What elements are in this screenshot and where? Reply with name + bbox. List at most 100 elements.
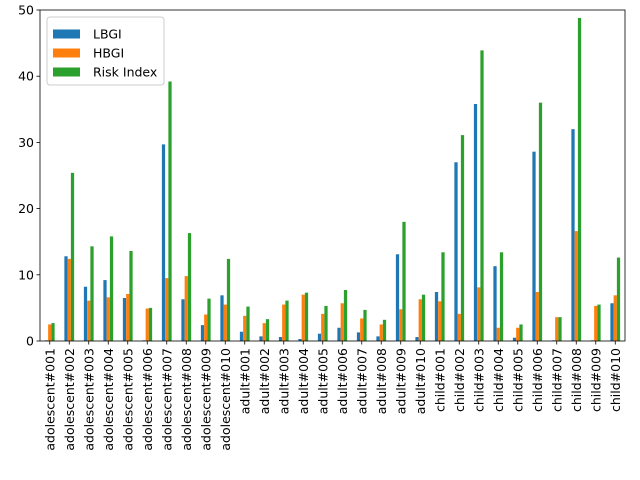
bar-risk-index-1 (51, 323, 55, 341)
bar-risk-index-14 (304, 292, 309, 341)
bar-hbgi-24 (496, 327, 500, 341)
x-tick-label: adult#003 (276, 348, 291, 414)
y-tick-label: 30 (18, 135, 34, 150)
y-tick-label: 10 (18, 267, 34, 282)
plot-frame (39, 9, 626, 342)
bar-lbgi-13 (278, 337, 283, 341)
bar-risk-index-16 (343, 290, 348, 341)
x-tick-label: adolescent#005 (120, 348, 135, 451)
x-tick-label: adult#004 (296, 348, 311, 414)
x-tick-label: adult#008 (374, 348, 389, 414)
x-tick-label: child#008 (569, 348, 584, 412)
legend: LBGI HBGI Risk Index (46, 16, 165, 86)
bar-lbgi-24 (493, 266, 497, 341)
bar-hbgi-16 (340, 303, 344, 341)
bar-lbgi-18 (376, 336, 380, 341)
legend-label-lbgi: LBGI (93, 27, 122, 42)
bar-risk-index-7 (168, 81, 172, 341)
bar-risk-index-19 (402, 221, 406, 341)
bar-lbgi-30 (610, 303, 614, 341)
y-tick-label: 20 (18, 201, 34, 216)
legend-swatch-hbgi (53, 48, 80, 58)
x-tick-label: adult#009 (393, 348, 408, 414)
bar-risk-index-8 (187, 233, 192, 341)
bar-risk-index-3 (90, 246, 94, 341)
bar-hbgi-1 (48, 324, 52, 341)
y-tick-label: 0 (26, 334, 34, 349)
x-tick-label: adult#005 (315, 348, 330, 414)
bar-lbgi-22 (454, 162, 458, 341)
bar-risk-index-6 (148, 307, 153, 341)
x-tick-label: child#010 (608, 348, 623, 412)
y-tick-label: 40 (18, 69, 34, 84)
bar-lbgi-3 (83, 286, 88, 341)
bar-lbgi-26 (532, 151, 536, 341)
bar-hbgi-30 (613, 295, 617, 341)
bar-risk-index-20 (421, 294, 426, 341)
x-tick-label: adolescent#003 (81, 348, 96, 451)
bar-lbgi-2 (64, 256, 68, 341)
bar-risk-index-22 (460, 135, 465, 341)
bar-lbgi-11 (239, 331, 244, 341)
bar-lbgi-12 (259, 336, 263, 341)
y-tick-label: 50 (18, 3, 34, 18)
bar-hbgi-15 (321, 313, 325, 341)
bar-hbgi-5 (126, 294, 130, 341)
bar-hbgi-14 (301, 294, 305, 341)
bar-lbgi-19 (395, 254, 400, 341)
bar-lbgi-28 (571, 129, 575, 341)
x-tick-label: child#005 (510, 348, 525, 412)
bar-hbgi-22 (457, 313, 461, 341)
bar-risk-index-23 (480, 50, 484, 341)
bar-hbgi-8 (184, 276, 188, 341)
x-tick-label: adolescent#001 (42, 348, 57, 451)
x-tick-label: child#004 (491, 348, 506, 412)
bar-hbgi-26 (535, 292, 539, 341)
bar-hbgi-20 (418, 299, 422, 341)
bar-lbgi-25 (512, 337, 517, 341)
bar-hbgi-21 (438, 301, 442, 341)
bar-hbgi-2 (67, 258, 71, 341)
bar-risk-index-30 (616, 257, 621, 341)
bar-lbgi-10 (220, 295, 224, 341)
bar-risk-index-2 (70, 172, 75, 341)
bar-hbgi-11 (243, 315, 247, 341)
x-tick-label: adult#001 (237, 348, 252, 414)
bar-risk-index-29 (597, 304, 601, 341)
x-tick-label: adolescent#010 (218, 348, 233, 451)
bar-risk-index-27 (558, 317, 562, 341)
x-tick-label: adolescent#008 (179, 348, 194, 451)
bar-lbgi-20 (415, 337, 419, 341)
legend-label-risk-index: Risk Index (93, 65, 157, 80)
bar-lbgi-4 (103, 280, 107, 341)
x-tick-label: child#002 (452, 348, 467, 412)
bar-risk-index-25 (519, 324, 523, 341)
bar-lbgi-15 (317, 333, 322, 341)
bar-risk-index-4 (109, 236, 114, 341)
bar-lbgi-16 (337, 327, 341, 341)
bar-hbgi-29 (594, 305, 598, 341)
bar-risk-index-17 (363, 309, 367, 341)
bar-risk-index-5 (129, 250, 133, 341)
legend-swatch-risk-index (53, 67, 80, 77)
bar-hbgi-12 (262, 323, 266, 341)
bars-group (44, 17, 621, 342)
x-tick-label: adolescent#004 (101, 348, 116, 451)
bar-hbgi-23 (477, 287, 481, 341)
bar-hbgi-19 (399, 309, 403, 341)
bar-hbgi-13 (282, 304, 286, 341)
bar-hbgi-9 (204, 314, 208, 341)
bar-lbgi-14 (298, 339, 302, 341)
bar-hbgi-18 (379, 324, 383, 341)
x-tick-label: child#003 (471, 348, 486, 412)
bar-hbgi-3 (87, 300, 91, 341)
bar-hbgi-6 (145, 308, 149, 341)
bar-risk-index-26 (538, 102, 543, 342)
bar-risk-index-11 (246, 306, 250, 341)
bar-risk-index-24 (499, 252, 504, 341)
x-tick-label: adolescent#009 (198, 348, 213, 451)
bar-lbgi-8 (181, 299, 185, 341)
x-tick-label: adolescent#002 (62, 348, 77, 451)
bar-risk-index-15 (324, 305, 328, 341)
